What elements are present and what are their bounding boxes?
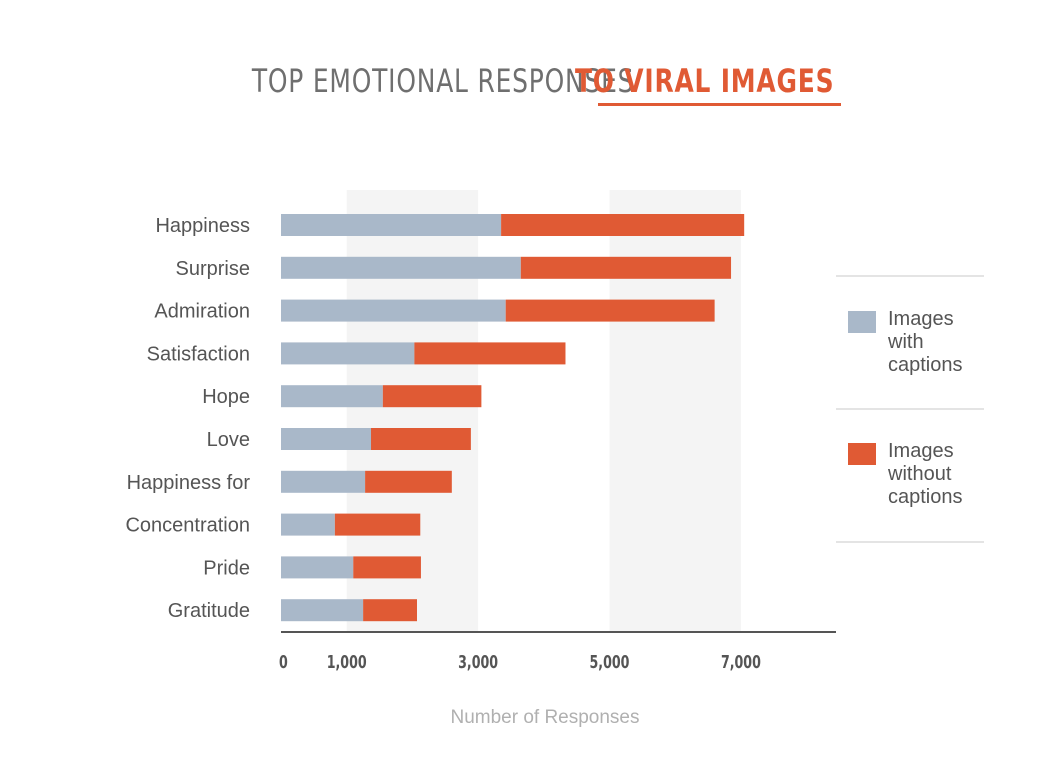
category-label: Happiness for xyxy=(127,472,251,494)
category-label: Gratitude xyxy=(168,600,250,622)
category-label: Hope xyxy=(202,386,250,408)
background-band xyxy=(609,190,741,632)
x-tick-label: 5,000 xyxy=(590,651,630,672)
category-label: Happiness xyxy=(155,215,250,237)
category-label: Pride xyxy=(203,557,250,579)
legend-label-with-captions: Images with captions xyxy=(888,308,963,376)
bar-without-captions xyxy=(365,470,452,493)
bar-without-captions xyxy=(505,299,715,322)
category-label: Surprise xyxy=(176,258,250,280)
bars xyxy=(281,214,745,622)
x-tick-label: 7,000 xyxy=(721,651,761,672)
category-label: Admiration xyxy=(154,301,250,323)
bar-with-captions xyxy=(281,256,521,279)
bar-with-captions xyxy=(281,428,372,450)
bar-without-captions xyxy=(382,385,482,408)
bar-without-captions xyxy=(520,256,732,279)
x-tick-label: 1,000 xyxy=(327,651,367,672)
legend-label-without-captions: Images without captions xyxy=(888,440,963,508)
title-part-1: TOP EMOTIONAL RESPONSES xyxy=(251,62,635,100)
legend-swatch-without-captions xyxy=(848,443,876,465)
category-labels: Happiness Surprise Admiration Satisfaction H… xyxy=(125,215,250,622)
bar-without-captions xyxy=(501,214,745,236)
x-axis-title: Number of Responses xyxy=(450,707,640,728)
bar-without-captions xyxy=(363,599,417,622)
legend-entry-without-captions: Images without captions xyxy=(836,410,984,541)
title-part-2: TO VIRAL IMAGES xyxy=(575,62,835,100)
legend: Images with captions Images without capt… xyxy=(836,275,984,543)
category-label: Love xyxy=(207,429,250,451)
bar-without-captions xyxy=(334,513,421,536)
bar-with-captions xyxy=(281,214,502,236)
bar-with-captions xyxy=(281,513,335,536)
bar-with-captions xyxy=(281,342,415,365)
legend-swatch-with-captions xyxy=(848,311,876,333)
bar-with-captions xyxy=(281,470,366,493)
title-underline xyxy=(598,103,841,106)
bar-without-captions xyxy=(371,428,471,450)
category-label: Concentration xyxy=(125,515,250,537)
x-tick-label: 0 xyxy=(279,651,288,672)
legend-entry-with-captions: Images with captions xyxy=(836,277,984,408)
bar-without-captions xyxy=(353,556,421,579)
bar-with-captions xyxy=(281,385,383,408)
legend-divider xyxy=(836,541,984,543)
legend-divider xyxy=(836,408,984,410)
category-label: Satisfaction xyxy=(147,343,250,365)
x-tick-labels: 0 1,000 3,000 5,000 7,000 xyxy=(279,651,761,672)
chart-title: TOP EMOTIONAL RESPONSES TO VIRAL IMAGES xyxy=(0,62,1052,100)
x-tick-label: 3,000 xyxy=(458,651,498,672)
legend-divider xyxy=(836,275,984,277)
bar-with-captions xyxy=(281,556,354,579)
bar-without-captions xyxy=(414,342,566,365)
bar-with-captions xyxy=(281,599,364,622)
bar-with-captions xyxy=(281,299,506,322)
